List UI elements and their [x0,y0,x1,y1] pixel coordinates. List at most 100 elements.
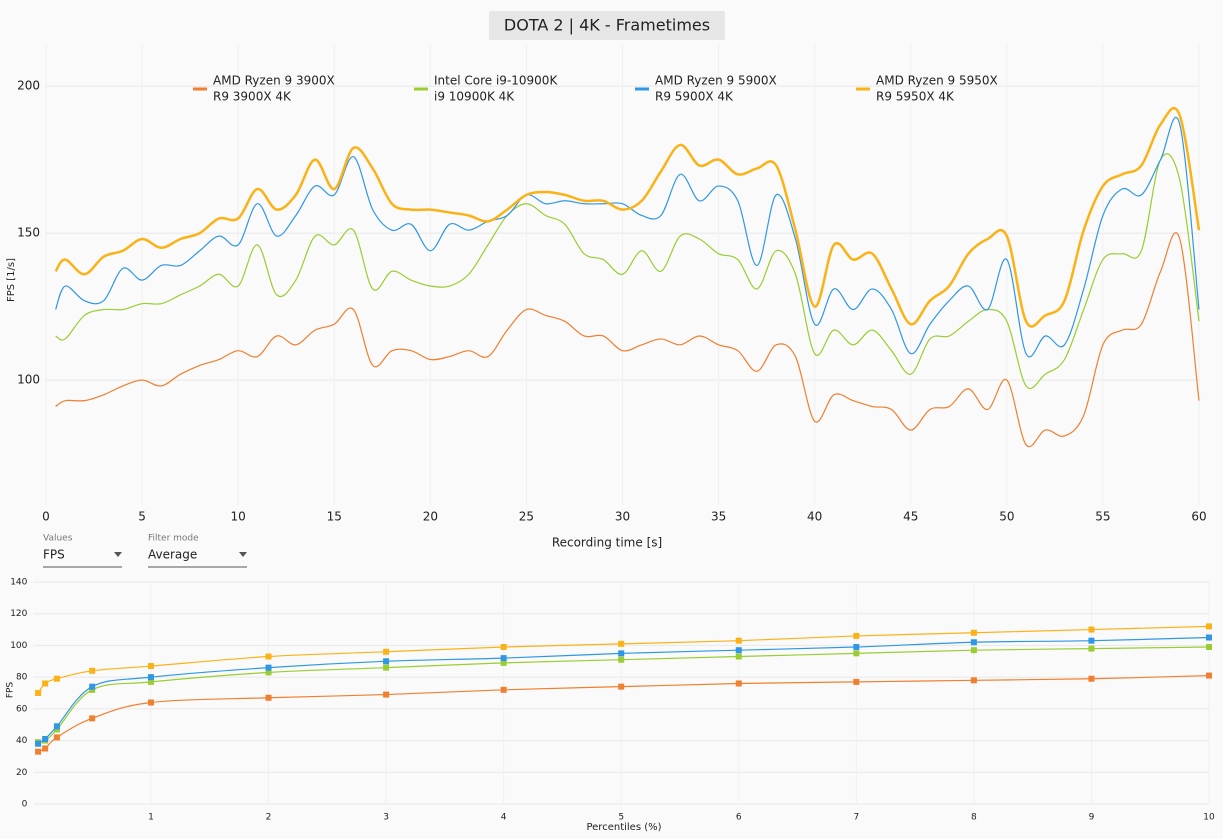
marker [383,664,390,671]
x-tick-label: 4 [501,813,507,823]
marker [89,686,96,693]
x-tick-label: 5 [618,813,624,823]
filter-dropdown[interactable]: Filter mode Average [148,534,247,568]
marker [853,678,860,685]
legend-sublabel: i9 10900K 4K [434,90,515,104]
control-label: Filter mode [148,534,199,544]
legend-sublabel: R9 5950X 4K [876,90,955,104]
marker [265,664,272,671]
chart-title: DOTA 2 | 4K - Frametimes [504,16,710,35]
marker [853,632,860,639]
x-tick-label: 3 [383,813,389,823]
x-tick-label: 5 [138,510,146,524]
control-value[interactable]: FPS [43,548,65,562]
marker [1206,634,1212,641]
x-tick-label: 0 [42,510,50,524]
marker [383,691,390,698]
dropdown-arrow[interactable] [114,552,122,557]
x-tick-label: 15 [327,510,342,524]
marker [618,683,625,690]
x-tick-label: 10 [231,510,246,524]
x-tick-label: 9 [1089,813,1095,823]
marker [500,659,507,666]
x-tick-label: 10 [1203,813,1215,823]
marker [735,653,742,660]
y-tick-label: 20 [16,768,28,778]
marker [500,655,507,662]
y-tick-label: 140 [10,578,27,588]
marker [383,648,390,655]
dropdown-arrow[interactable] [239,552,247,557]
marker [500,644,507,651]
y-axis-label: FPS [1/s] [6,258,17,302]
x-tick-label: 40 [807,510,822,524]
marker [42,745,49,752]
y-tick-label: 100 [17,373,40,387]
marker [735,680,742,687]
marker [89,667,96,674]
marker [735,637,742,644]
marker [147,674,154,681]
series-line [55,232,1200,448]
x-tick-label: 2 [266,813,272,823]
marker [853,644,860,651]
marker [735,647,742,654]
marker [53,734,60,741]
control-label: Values [43,534,73,544]
y-tick-label: 80 [16,673,28,683]
marker [35,748,42,755]
marker [53,723,60,730]
legend-label: AMD Ryzen 9 5900X [655,74,777,88]
y-tick-label: 60 [16,704,28,714]
marker [970,647,977,654]
marker [265,694,272,701]
marker [1088,675,1095,682]
marker [500,686,507,693]
marker [970,629,977,636]
marker [35,740,42,747]
marker [147,699,154,706]
marker [89,683,96,690]
x-axis-label: Percentiles (%) [586,822,661,833]
marker [618,650,625,657]
marker [1206,644,1212,651]
x-tick-label: 30 [615,510,630,524]
marker [1088,637,1095,644]
marker [1206,623,1212,630]
legend-sublabel: R9 5900X 4K [655,90,734,104]
marker [970,639,977,646]
marker [383,658,390,665]
legend-sublabel: R9 3900X 4K [213,90,292,104]
y-tick-label: 0 [22,800,28,810]
marker [265,669,272,676]
marker [618,656,625,663]
marker [618,640,625,647]
x-axis-label: Recording time [s] [552,536,662,550]
x-tick-label: 60 [1191,510,1206,524]
marker [53,726,60,733]
series-line [55,116,1200,358]
legend-label: AMD Ryzen 9 5950X [876,74,998,88]
y-tick-label: 100 [10,641,27,651]
marker [42,680,49,687]
marker [89,715,96,722]
x-tick-label: 6 [736,813,742,823]
y-tick-label: 40 [16,736,28,746]
marker [147,678,154,685]
marker [853,650,860,657]
legend-label: AMD Ryzen 9 3900X [213,74,335,88]
marker [35,690,42,696]
x-tick-label: 45 [903,510,918,524]
marker [265,653,272,660]
control-value[interactable]: Average [148,548,197,562]
y-tick-label: 120 [10,609,27,619]
series-line [55,153,1200,390]
y-tick-label: 200 [17,79,40,93]
marker [1088,645,1095,652]
x-tick-label: 50 [999,510,1014,524]
x-tick-label: 35 [711,510,726,524]
marker [147,663,154,670]
values-dropdown[interactable]: Values FPS [43,534,122,568]
x-tick-label: 20 [423,510,438,524]
